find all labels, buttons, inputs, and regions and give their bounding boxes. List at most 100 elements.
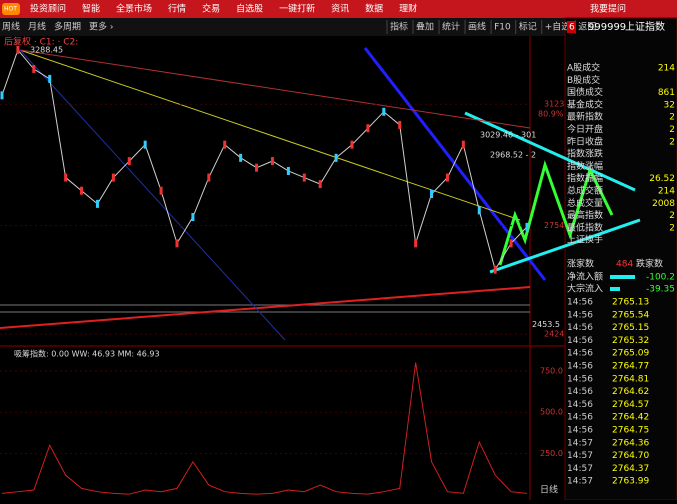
tick-price: 2763.99 [612,477,649,487]
tick-price: 2764.70 [612,451,649,461]
flow-label: 大宗流入 [567,283,603,295]
menu-item[interactable]: 智能 [82,3,100,15]
menu-item[interactable]: 理财 [399,3,417,15]
panel-label: 国债成交 [567,86,603,98]
price-label: 3288.45 [30,45,63,54]
tick-time: 14:57 [567,477,593,487]
trend-line [19,49,286,341]
candle [127,157,131,166]
candle [509,239,513,248]
updown-label: 涨家数 [567,258,594,270]
menu-bar [0,0,677,18]
period-tab[interactable]: 更多 › [89,21,113,33]
period-tab[interactable]: 月线 [28,21,46,33]
panel-value: 2008 [652,199,675,209]
menu-item[interactable]: 行情 [168,3,186,15]
tick-time: 14:56 [567,413,593,423]
panel-value: 2 [669,211,675,221]
panel-label: 总成交量 [567,197,603,209]
candle [270,157,274,166]
toolbar-button[interactable]: F10 [494,23,511,33]
y-tick-label: 750.0 [540,366,563,375]
stock-name: 上证指数 [625,20,665,33]
panel-value: 26.52 [649,174,675,184]
menu-item[interactable]: 资讯 [331,4,349,15]
flow-label: 净流入额 [567,271,603,283]
candle [111,173,115,182]
trend-line [464,111,636,192]
candle [95,199,99,208]
menu-item[interactable]: 交易 [202,3,220,15]
tick-price: 2765.13 [612,298,649,308]
indicator-line [1,362,528,495]
tick-price: 2764.36 [612,438,649,448]
price-label: 2968.52 - 2 [490,151,536,160]
candle [239,153,243,162]
tick-time: 14:56 [567,426,593,436]
panel-label: B股成交 [567,74,600,86]
candle [382,107,386,116]
panel-label: 指数涨跌 [567,148,603,160]
toolbar-button[interactable]: 指标 [390,21,408,33]
ask-button[interactable]: 我要提问 [590,3,626,15]
tick-time: 14:56 [567,400,593,410]
toolbar-button[interactable]: 画线 [468,21,486,33]
period-tab[interactable]: 多周期 [54,21,81,33]
flow-value: -100.2 [646,273,675,283]
indicator-header: 吸筹指数: 0.00 WW: 46.93 MM: 46.93 [14,349,160,359]
tick-time: 14:56 [567,336,593,346]
menu-item[interactable]: 一键打新 [279,3,315,15]
candle [191,213,195,222]
menu-item[interactable]: 自选股 [236,3,263,15]
menu-item[interactable]: 投资顾问 [30,3,66,15]
panel-label: 基金成交 [567,98,603,110]
tick-time: 14:56 [567,387,593,397]
tick-time: 14:56 [567,362,593,372]
period-tab[interactable]: 日线 [540,484,558,496]
trend-line [0,286,531,329]
panel-value: 214 [658,187,675,197]
tick-time: 14:57 [567,451,593,461]
candle [302,173,306,182]
candle [207,173,211,182]
tick-price: 2764.75 [612,426,649,436]
hot-label: HOT [4,6,17,13]
tick-price: 2764.81 [612,374,649,384]
candle [16,45,20,54]
candle [334,153,338,162]
trend-line [19,49,531,129]
period-tab[interactable]: 周线 [2,21,20,33]
panel-value: 214 [658,64,675,74]
updown-label: 跌家数 [636,258,663,270]
price-line [1,48,528,271]
toolbar-button[interactable]: 统计 [442,21,460,33]
tick-price: 2765.09 [612,349,649,359]
tick-price: 2764.37 [612,464,649,474]
trend-line [489,218,641,274]
toolbar-button[interactable]: 叠加 [416,22,434,33]
menu-item[interactable]: 全景市场 [116,3,152,15]
panel-value: 2 [669,113,675,123]
toolbar-button[interactable]: 返回 [578,21,596,33]
toolbar-bar [0,18,677,36]
toolbar-button[interactable]: +自选 [545,21,571,33]
panel-label: 指数振幅 [567,172,603,184]
panel-value: 861 [658,88,675,98]
candle [445,173,449,182]
candle [493,265,497,274]
panel-value: 2 [669,125,675,135]
side-panel [564,17,677,501]
candle [286,166,290,175]
candle [414,239,418,248]
candle [477,206,481,215]
toolbar-button[interactable]: 标记 [519,21,537,33]
panel-label: 今日开盘 [567,123,603,135]
y-tick-label: 3123 [544,100,564,109]
updown-value: 484 [616,260,633,270]
tick-time: 14:56 [567,323,593,333]
menu-item[interactable]: 数据 [365,3,383,15]
y-tick-label: 250.0 [540,449,563,458]
stock-code: 999999 [588,22,626,33]
tick-price: 2765.15 [612,323,649,333]
